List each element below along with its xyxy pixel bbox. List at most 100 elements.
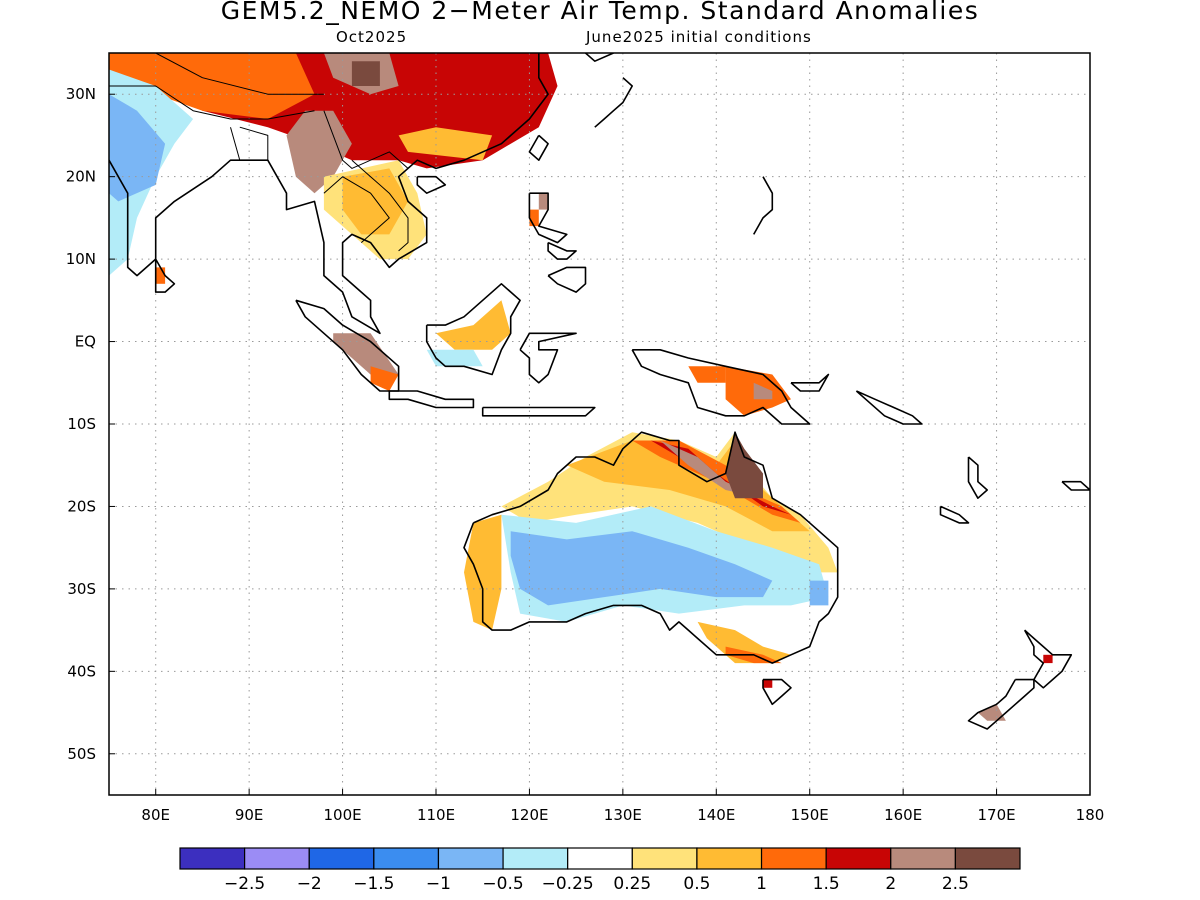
colorbar-label: −1.5 xyxy=(353,874,394,894)
map-title: GEM5.2_NEMO 2−Meter Air Temp. Standard A… xyxy=(220,0,980,25)
colorbar-label: −2.5 xyxy=(224,874,265,894)
coast-new-caledonia xyxy=(939,505,970,524)
coast-borneo xyxy=(425,282,521,376)
colorbar-swatch xyxy=(502,847,569,870)
anomaly-layer xyxy=(109,53,1053,721)
anomaly-south-china-orange xyxy=(398,127,493,161)
lat-tick-label: 10S xyxy=(67,415,96,433)
anomaly-philippines-brown xyxy=(538,193,549,210)
colorbar-label: −2 xyxy=(297,874,322,894)
initial-conditions: June2025 initial conditions xyxy=(586,28,812,46)
colorbar-swatches xyxy=(179,847,1021,870)
coast-hainan xyxy=(416,175,447,194)
lon-tick-label: 120E xyxy=(510,806,548,824)
colorbar-swatch xyxy=(179,847,246,870)
colorbar-label: −0.25 xyxy=(542,874,594,894)
plot-frame xyxy=(108,52,1091,796)
colorbar-label: 2.5 xyxy=(942,874,969,894)
anomaly-borneo-light xyxy=(426,349,483,367)
coast-lesser-sunda xyxy=(481,406,596,417)
anomaly-tibet-dark xyxy=(351,61,380,86)
coast-taiwan xyxy=(528,134,549,161)
lon-tick-label: 130E xyxy=(604,806,642,824)
lon-tick-label: 180 xyxy=(1076,806,1105,824)
anomaly-aus-blue xyxy=(510,531,773,606)
border-india-border xyxy=(109,85,315,120)
colorbar-swatch xyxy=(890,847,956,870)
lat-tick-label: 20N xyxy=(66,168,96,186)
colorbar-swatch xyxy=(760,847,827,870)
lat-tick-label: 10N xyxy=(66,250,96,268)
coast-philippines-mindanao xyxy=(547,266,587,293)
colorbar-swatch xyxy=(437,847,504,870)
coast-sulawesi xyxy=(519,332,577,384)
coast-philippines-visayas xyxy=(547,241,577,260)
coast-sri-lanka xyxy=(154,258,176,293)
anomaly-borneo-orange xyxy=(436,300,511,350)
anomaly-nz-brown xyxy=(977,704,1006,721)
colorbar-label: −0.5 xyxy=(482,874,523,894)
anomaly-nz-north-red xyxy=(1043,654,1053,664)
latitude-ticks: 30N 20N 10N EQ 10S 20S 30S 40S 50S xyxy=(66,85,115,763)
border-thai-border xyxy=(323,176,390,243)
coast-nz-south xyxy=(967,678,1035,730)
lon-tick-label: 150E xyxy=(791,806,829,824)
lat-tick-label: 50S xyxy=(67,745,96,763)
lat-tick-label: 30N xyxy=(66,85,96,103)
colorbar-swatch xyxy=(244,847,310,870)
gridlines xyxy=(109,53,1090,795)
coast-nz-north xyxy=(1023,629,1073,689)
colorbar-label: −1 xyxy=(426,874,451,894)
colorbar-swatch xyxy=(373,847,440,870)
colorbar-label: 0.25 xyxy=(613,874,651,894)
country-borders xyxy=(109,53,409,252)
border-bangladesh-border xyxy=(230,126,269,161)
coast-india-coast xyxy=(109,53,549,335)
lat-tick-label: 30S xyxy=(67,580,96,598)
anomaly-indochina-orange xyxy=(342,168,408,235)
anomaly-tasmania-red xyxy=(763,679,773,688)
lat-tick-label: 20S xyxy=(67,497,96,515)
anomaly-srilanka-orange xyxy=(155,267,166,284)
border-indochina-border xyxy=(323,110,409,169)
colorbar-label: 0.5 xyxy=(683,874,710,894)
coast-fiji xyxy=(1061,480,1090,491)
colorbar-labels: −2.5 −2 −1.5 −1 −0.5 −0.25 0.25 0.5 1 1.5 2 2.5 xyxy=(224,874,969,894)
lon-tick-label: 100E xyxy=(324,806,362,824)
border-laos-vn-border xyxy=(351,159,409,252)
anomaly-aus-north-orange xyxy=(566,440,810,532)
lon-tick-label: 110E xyxy=(417,806,455,824)
lat-tick-label: 40S xyxy=(67,662,96,680)
colorbar-swatch xyxy=(954,847,1021,870)
coast-micronesia-arc xyxy=(753,176,774,235)
anomaly-png-west-orange xyxy=(688,366,726,383)
lat-tick-label: EQ xyxy=(75,333,96,351)
colorbar-label: 1 xyxy=(756,874,767,894)
anomaly-aus-north-brown xyxy=(660,440,763,499)
colorbar-label: 1.5 xyxy=(813,874,840,894)
anomaly-png-brown xyxy=(753,382,773,400)
anomaly-sumatra-orange xyxy=(370,366,399,391)
coast-new-britain xyxy=(790,373,830,392)
anomaly-china-orange xyxy=(109,53,315,119)
coast-japan-ryukyu xyxy=(594,77,634,128)
colorbar-swatch xyxy=(567,847,633,870)
colorbar-swatch xyxy=(308,847,375,870)
lon-tick-label: 80E xyxy=(141,806,170,824)
lon-tick-label: 90E xyxy=(235,806,264,824)
coast-australia xyxy=(463,431,839,664)
anomaly-aus-east-blue xyxy=(809,580,829,606)
anomaly-philippines-red xyxy=(529,209,539,227)
anomaly-myanmar-brown xyxy=(286,110,352,194)
anomaly-aus-west-orange xyxy=(464,514,502,631)
anomaly-aus-south-orange xyxy=(697,621,791,664)
coast-new-guinea xyxy=(631,348,811,425)
coast-solomons xyxy=(855,390,923,425)
colorbar: −2.5 −2 −1.5 −1 −0.5 −0.25 0.25 0.5 1 1.5 2 2.5 xyxy=(179,847,1021,894)
anomaly-india-blue xyxy=(109,94,166,202)
colorbar-swatch xyxy=(696,847,763,870)
colorbar-swatch xyxy=(825,847,892,870)
colorbar-swatch xyxy=(631,847,698,870)
coastlines xyxy=(109,53,1090,730)
